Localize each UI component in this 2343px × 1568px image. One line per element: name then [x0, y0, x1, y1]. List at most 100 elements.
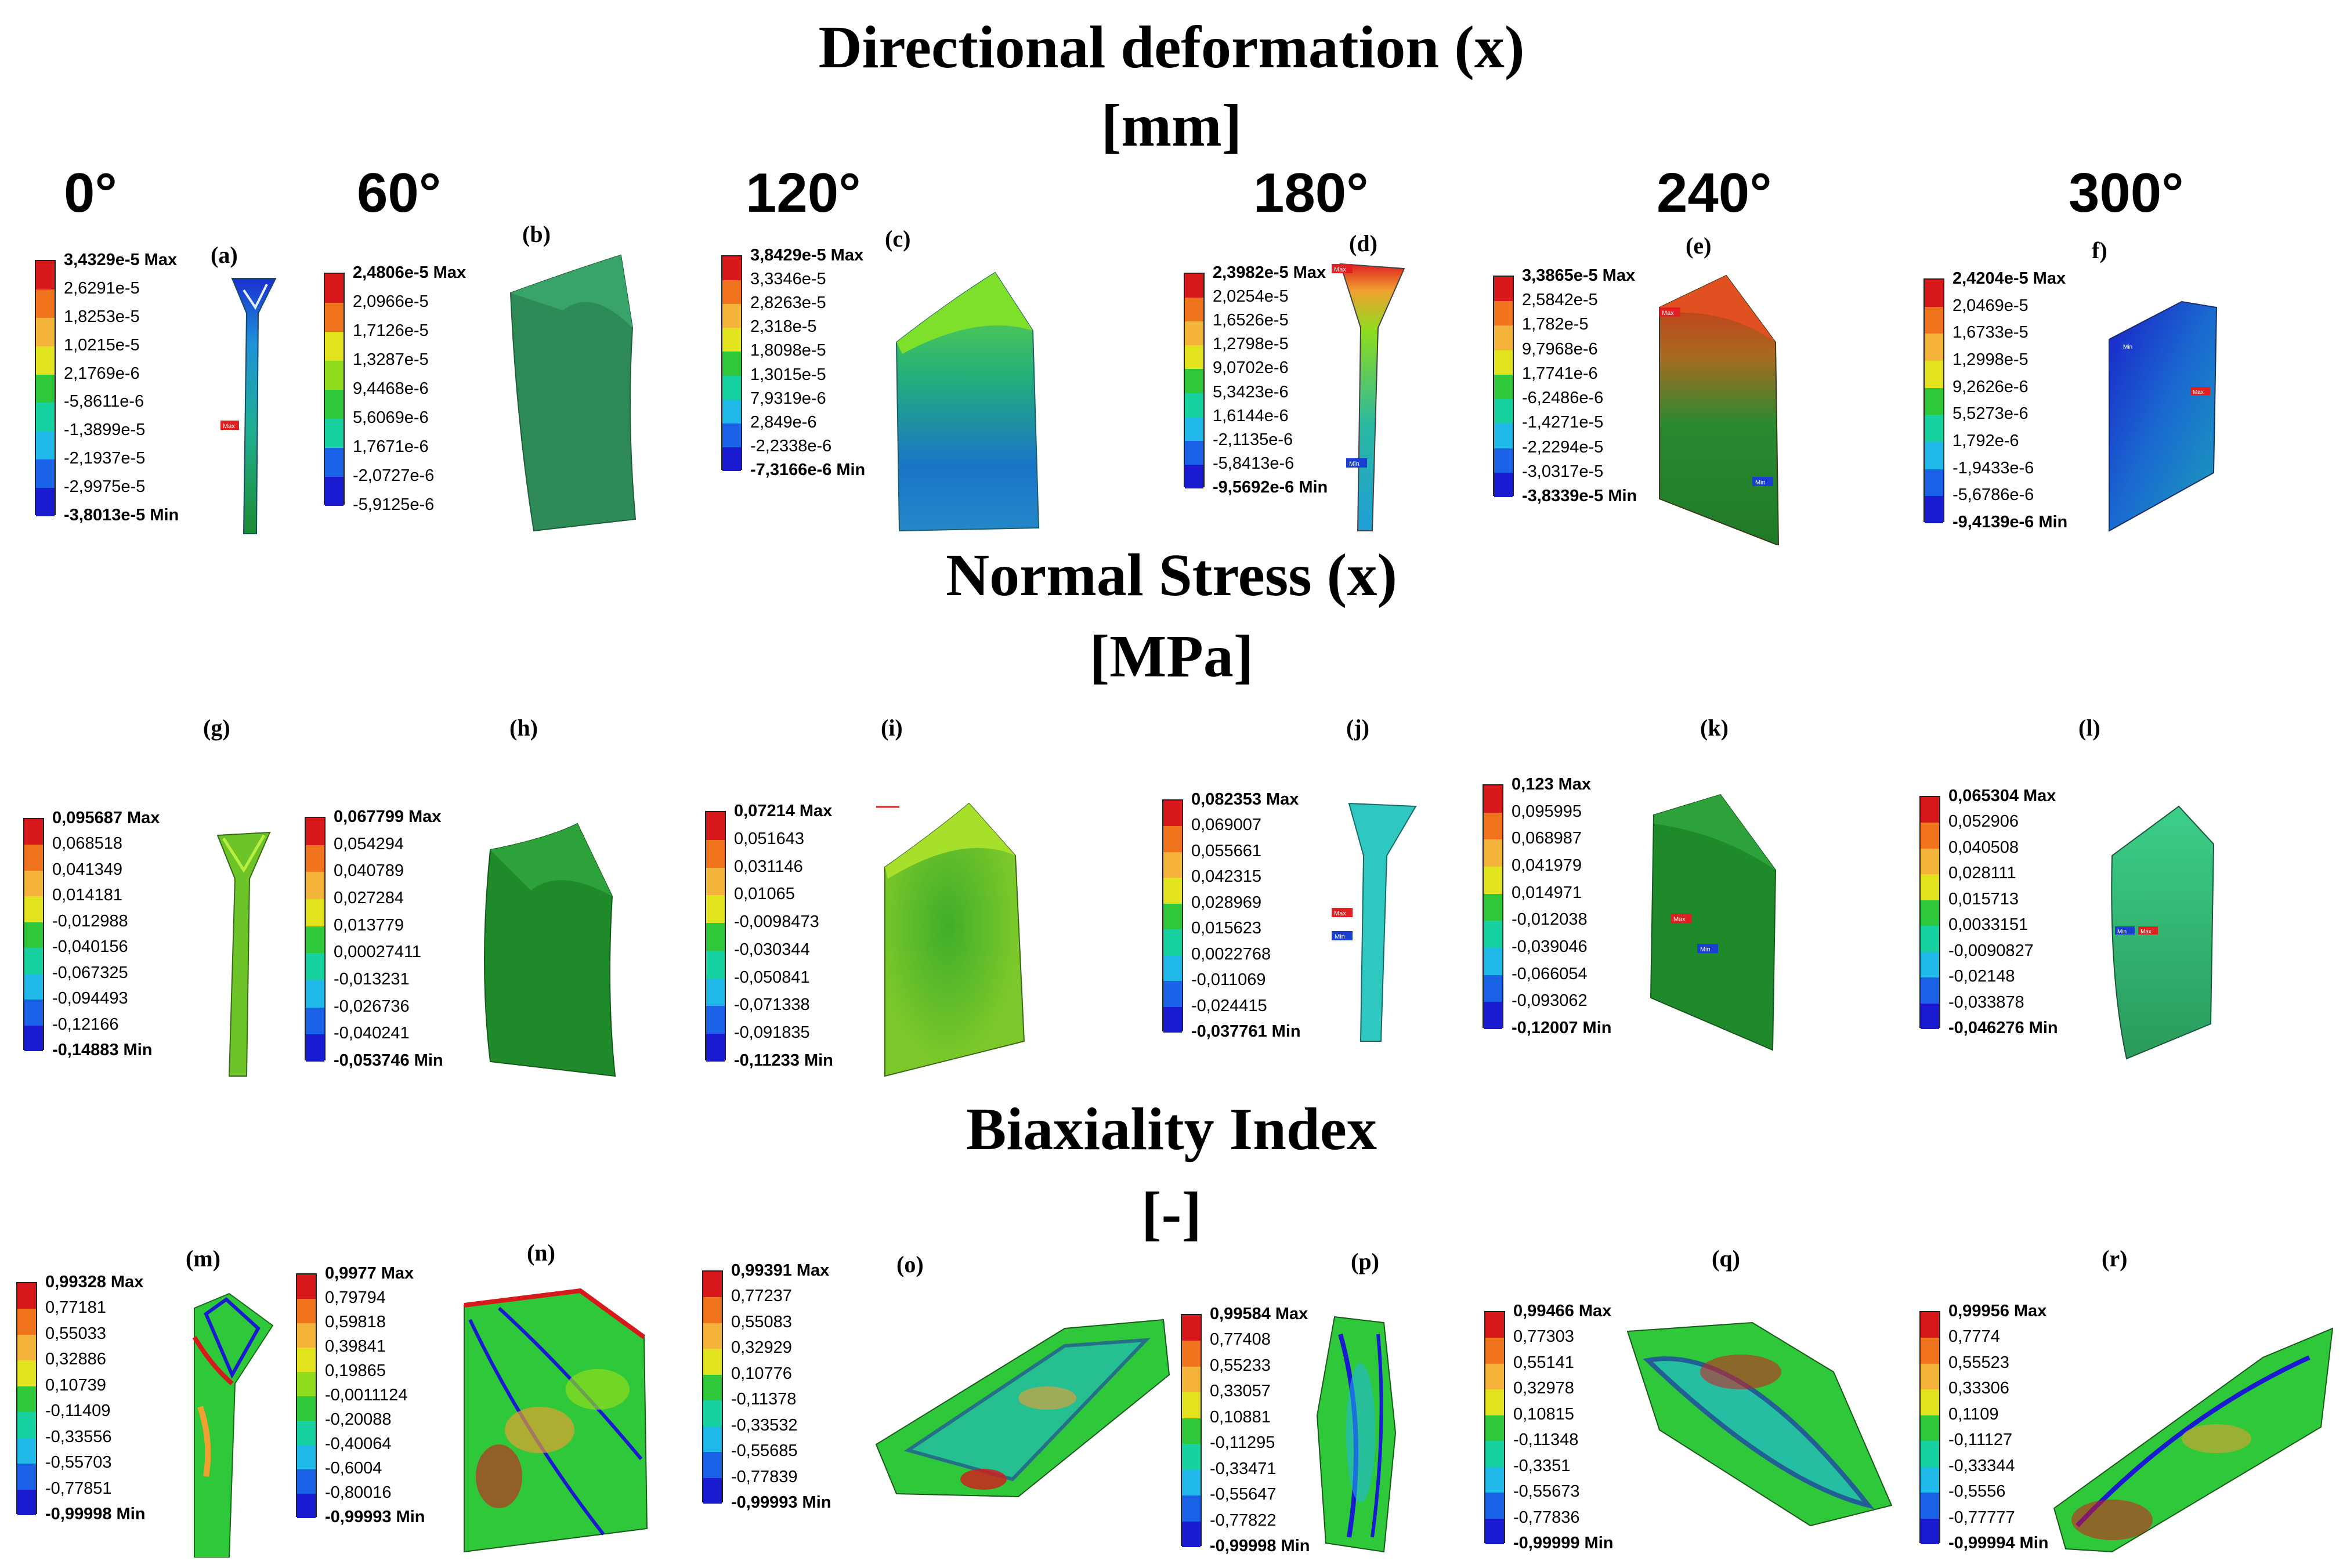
panel-label-i: (i) [881, 715, 903, 741]
legend-max-label: 0,99956 Max [1948, 1302, 2047, 1320]
legend-swatch [297, 1396, 316, 1421]
legend-swatch [325, 448, 344, 477]
angle-120: 120° [746, 162, 861, 224]
legend-tick-label: 2,5842e-5 [1522, 291, 1598, 310]
legend-tick-label: 0,014971 [1512, 883, 1582, 902]
legend-min-label: -0,14883 Min [52, 1041, 153, 1059]
legend-swatch [17, 1360, 36, 1386]
legend-tick-label: 5,6069e-6 [353, 408, 429, 427]
legend-swatch [1485, 1466, 1504, 1493]
legend-tick-label: -0,012038 [1512, 910, 1588, 929]
legend-tick-label: -0,050841 [734, 968, 810, 987]
legend-tick-label: 1,792e-6 [1953, 432, 2019, 450]
legend-swatch [1185, 440, 1203, 465]
marker-max-k: Max [1673, 916, 1686, 923]
angle-0: 0° [64, 162, 117, 224]
legend-swatch [1163, 801, 1182, 827]
legend-swatch [1163, 852, 1182, 878]
legend-tick-label: 0,32978 [1513, 1379, 1574, 1398]
legend-swatch [1925, 469, 1943, 497]
legend-tick-label: 0,55033 [45, 1324, 106, 1343]
legend-swatch [1494, 374, 1513, 400]
legend-tick-label: -2,0727e-6 [353, 466, 435, 485]
legend-swatch [1921, 1003, 1939, 1029]
legend-swatch [24, 948, 43, 974]
legend-tick-label: 9,2626e-6 [1953, 377, 2029, 396]
legend-tick-label: -0,55647 [1210, 1485, 1277, 1504]
legend-max-label: 0,99328 Max [45, 1273, 144, 1291]
legend-tick-label: 3,3346e-5 [750, 270, 826, 289]
panel-label-p: (p) [1351, 1248, 1379, 1274]
legend-color-bar [1181, 1314, 1202, 1547]
angle-180: 180° [1253, 162, 1369, 224]
legend-swatch [1182, 1392, 1201, 1418]
legend-tick-label: 0,10776 [731, 1364, 792, 1383]
legend-swatch [1484, 839, 1502, 867]
legend-tick-label: -0,33344 [1948, 1456, 2015, 1475]
legend-swatch [1182, 1521, 1201, 1547]
legend-tick-label: -0,77839 [731, 1467, 798, 1486]
legend-swatch [17, 1412, 36, 1438]
stress-unit: [MPa] [1089, 623, 1254, 690]
legend-tick-label: 0,069007 [1191, 816, 1261, 835]
legend-tick-label: -2,2338e-6 [750, 436, 832, 455]
legend-swatch [297, 1494, 316, 1518]
legend-swatch [1484, 893, 1502, 921]
legend-swatch [325, 390, 344, 419]
panel-label-l: (l) [2078, 715, 2100, 741]
legend-swatch [703, 1323, 722, 1349]
legend-tick-label: -0,55685 [731, 1442, 798, 1461]
legend-swatch [1921, 1389, 1939, 1415]
legend-swatch [24, 819, 43, 845]
legend-swatch [1494, 399, 1513, 424]
legend-tick-label: -0,33556 [45, 1427, 112, 1446]
legend-tick-label: -0,77777 [1948, 1508, 2015, 1527]
legend-min-label: -0,99993 Min [325, 1508, 425, 1526]
legend-swatch [1185, 393, 1203, 417]
legend-swatch [325, 477, 344, 506]
legend-min-label: -0,99999 Min [1513, 1534, 1614, 1552]
legend-color-bar [1923, 278, 1944, 523]
panel-label-f: f) [2092, 237, 2107, 263]
legend-swatch [1485, 1441, 1504, 1467]
legend-tick-label: 0,55141 [1513, 1353, 1574, 1372]
legend-swatch [24, 1000, 43, 1026]
legend-tick-label: -2,1937e-5 [64, 449, 146, 468]
legend-tick-label: 5,5273e-6 [1953, 404, 2029, 423]
legend-tick-label: 0,015713 [1948, 889, 2019, 908]
biaxiality-model-n [464, 1288, 648, 1553]
legend-tick-label: 1,6733e-5 [1953, 323, 2029, 342]
stress-model-i [876, 802, 1025, 1077]
legend-min-label: -0,046276 Min [1948, 1019, 2058, 1037]
legend-tick-label: -0,55703 [45, 1453, 112, 1472]
panel-label-c: (c) [885, 226, 911, 252]
legend-max-label: 0,99466 Max [1513, 1302, 1612, 1320]
legend-tick-label: -0,012988 [52, 911, 128, 930]
legend-min-label: -3,8013e-5 Min [64, 506, 179, 524]
legend-color-bar [1919, 796, 1940, 1029]
legend-tick-label: -3,0317e-5 [1522, 462, 1604, 481]
legend-swatch [1484, 812, 1502, 840]
legend-color-bar [1483, 784, 1503, 1029]
legend-swatch [1494, 325, 1513, 350]
legend-color-bar [1184, 273, 1205, 488]
legend-swatch [306, 818, 324, 845]
legend-swatch [706, 895, 725, 924]
legend-swatch [1185, 417, 1203, 441]
legend-color-bar [35, 260, 56, 516]
legend-swatch [1182, 1315, 1201, 1341]
legend-min-label: -0,99993 Min [731, 1493, 831, 1512]
legend-tick-label: -0,093062 [1512, 991, 1588, 1011]
legend-swatch [1484, 975, 1502, 1002]
legend-swatch [1921, 926, 1939, 952]
panel-label-j: (j) [1346, 715, 1369, 741]
legend-tick-label: 0,028969 [1191, 893, 1261, 912]
legend-tick-label: 5,3423e-6 [1213, 382, 1289, 401]
legend-color-bar [1493, 276, 1514, 497]
legend-tick-label: -0,20088 [325, 1410, 392, 1429]
legend-min-label: -0,99994 Min [1948, 1534, 2049, 1552]
legend-swatch [1494, 301, 1513, 326]
legend-swatch [1182, 1469, 1201, 1496]
legend-swatch [17, 1309, 36, 1335]
legend-swatch [1921, 797, 1939, 823]
